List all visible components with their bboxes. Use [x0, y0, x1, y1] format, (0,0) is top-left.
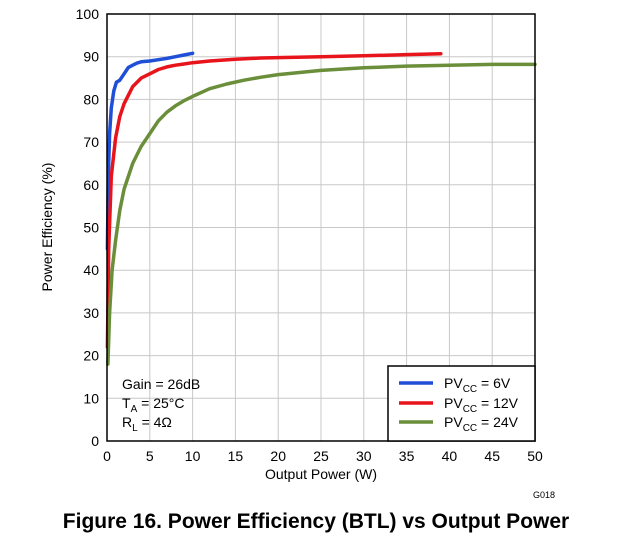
series-curves — [105, 51, 537, 366]
conditions-annotation: Gain = 26dB TA = 25°C RL = 4Ω — [122, 376, 200, 434]
x-tick-label: 35 — [399, 448, 415, 464]
x-tick-label: 50 — [527, 448, 543, 464]
x-tick-label: 15 — [228, 448, 244, 464]
annotation-rl: RL = 4Ω — [122, 414, 172, 434]
figure-code: G018 — [533, 490, 555, 500]
y-axis-ticks: 0 10 20 30 40 50 60 70 80 90 100 — [76, 6, 100, 449]
series-12v-line — [105, 51, 443, 349]
x-tick-label: 45 — [484, 448, 500, 464]
series-24v-line — [106, 62, 537, 366]
series-6v-line — [105, 51, 195, 251]
y-tick-label: 30 — [83, 305, 99, 321]
annotation-ta: TA = 25°C — [122, 395, 184, 415]
x-tick-label: 30 — [356, 448, 372, 464]
x-tick-label: 25 — [313, 448, 329, 464]
y-tick-label: 40 — [83, 262, 99, 278]
y-tick-label: 100 — [76, 6, 100, 22]
x-tick-label: 5 — [146, 448, 154, 464]
legend: PVCC = 6V PVCC = 12V PVCC = 24V — [387, 365, 536, 442]
legend-label-12v: PVCC = 12V — [444, 395, 519, 415]
y-tick-label: 10 — [83, 390, 99, 406]
x-axis-ticks: 0 5 10 15 20 25 30 35 40 45 50 — [103, 448, 543, 464]
y-tick-label: 20 — [83, 348, 99, 364]
y-tick-label: 80 — [83, 91, 99, 107]
y-tick-label: 70 — [83, 134, 99, 150]
x-tick-label: 20 — [270, 448, 286, 464]
figure-caption: Figure 16. Power Efficiency (BTL) vs Out… — [63, 510, 569, 533]
x-tick-label: 0 — [103, 448, 111, 464]
legend-label-6v: PVCC = 6V — [444, 375, 511, 395]
legend-label-24v: PVCC = 24V — [444, 414, 519, 434]
y-tick-label: 60 — [83, 177, 99, 193]
y-tick-label: 90 — [83, 49, 99, 65]
y-tick-label: 0 — [91, 433, 99, 449]
x-tick-label: 10 — [185, 448, 201, 464]
plot-frame — [106, 13, 536, 442]
x-axis-title: Output Power (W) — [265, 466, 377, 482]
y-tick-label: 50 — [83, 220, 99, 236]
y-axis-title: Power Efficiency (%) — [39, 163, 55, 292]
x-tick-label: 40 — [442, 448, 458, 464]
annotation-gain: Gain = 26dB — [122, 376, 200, 392]
